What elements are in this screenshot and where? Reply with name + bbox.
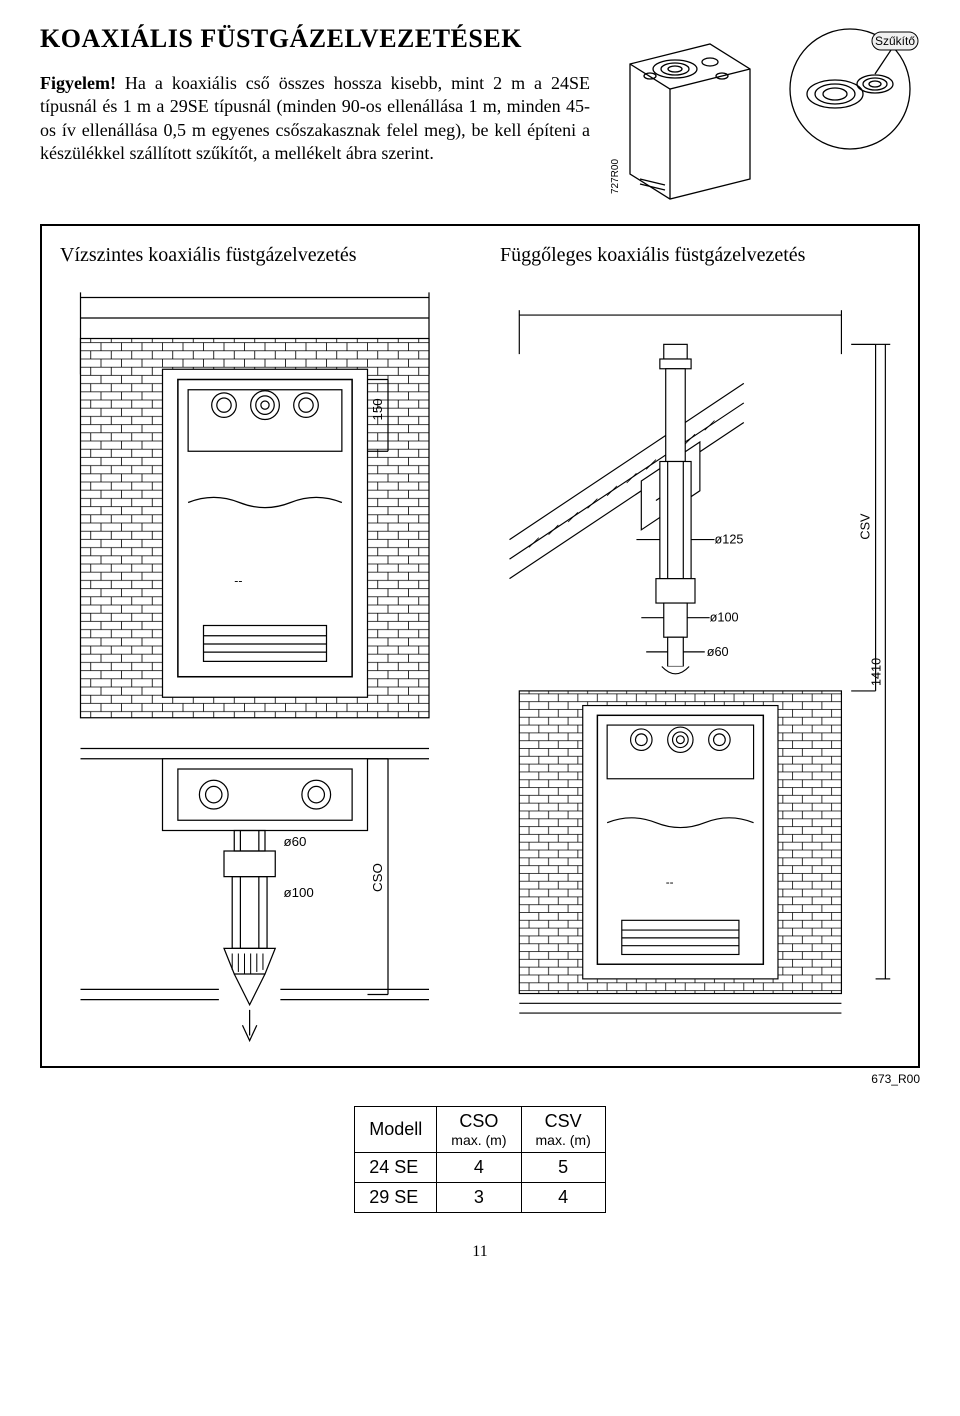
table-row: 29 SE 3 4 xyxy=(355,1183,605,1213)
boiler-top-drawing: 727R00 xyxy=(610,14,770,204)
page-title: KOAXIÁLIS FÜSTGÁZELVEZETÉSEK xyxy=(40,24,590,54)
label-d60-r: ø60 xyxy=(707,645,729,659)
horizontal-flue-diagram: ø60 ø100 150 CSO -- xyxy=(60,277,470,1056)
top-fig-ref: 727R00 xyxy=(610,159,621,194)
flue-diagram-box: Vízszintes koaxiális füstgázelvezetés Fü… xyxy=(40,224,920,1068)
figure-reference: 673_R00 xyxy=(40,1072,920,1086)
reducer-label: Szűkítő xyxy=(875,34,915,48)
label-d100-r: ø100 xyxy=(710,611,739,625)
table-header-row: Modell CSOmax. (m) CSVmax. (m) xyxy=(355,1107,605,1153)
subhead-horizontal: Vízszintes koaxiális füstgázelvezetés xyxy=(60,244,460,267)
col-model: Modell xyxy=(355,1107,437,1153)
label-1410: 1410 xyxy=(869,658,883,686)
top-figures: 727R00 Szűkítő xyxy=(610,14,920,204)
warning-body: Ha a koaxiális cső összes hossza kisebb,… xyxy=(40,73,590,163)
label-150: 150 xyxy=(370,398,385,420)
warning-paragraph: Figyelem! Ha a koaxiális cső összes hoss… xyxy=(40,72,590,166)
label-cso: CSO xyxy=(370,863,385,892)
reducer-detail-drawing: Szűkítő xyxy=(780,14,920,154)
subhead-vertical: Függőleges koaxiális füstgázelvezetés xyxy=(460,244,900,267)
page-number: 11 xyxy=(40,1243,920,1261)
flue-length-table: Modell CSOmax. (m) CSVmax. (m) 24 SE 4 5… xyxy=(354,1106,605,1213)
col-cso: CSOmax. (m) xyxy=(437,1107,521,1153)
label-d125: ø125 xyxy=(715,533,744,547)
table-row: 24 SE 4 5 xyxy=(355,1153,605,1183)
label-csv: CSV xyxy=(859,513,873,540)
vertical-flue-diagram: ø125 ø100 ø60 CSV 1410 -- xyxy=(490,277,900,1056)
svg-text:--: -- xyxy=(234,574,242,588)
svg-text:--: -- xyxy=(666,876,674,889)
label-d60: ø60 xyxy=(283,834,306,849)
warning-lead: Figyelem! xyxy=(40,73,116,93)
col-csv: CSVmax. (m) xyxy=(521,1107,605,1153)
label-d100: ø100 xyxy=(283,885,313,900)
